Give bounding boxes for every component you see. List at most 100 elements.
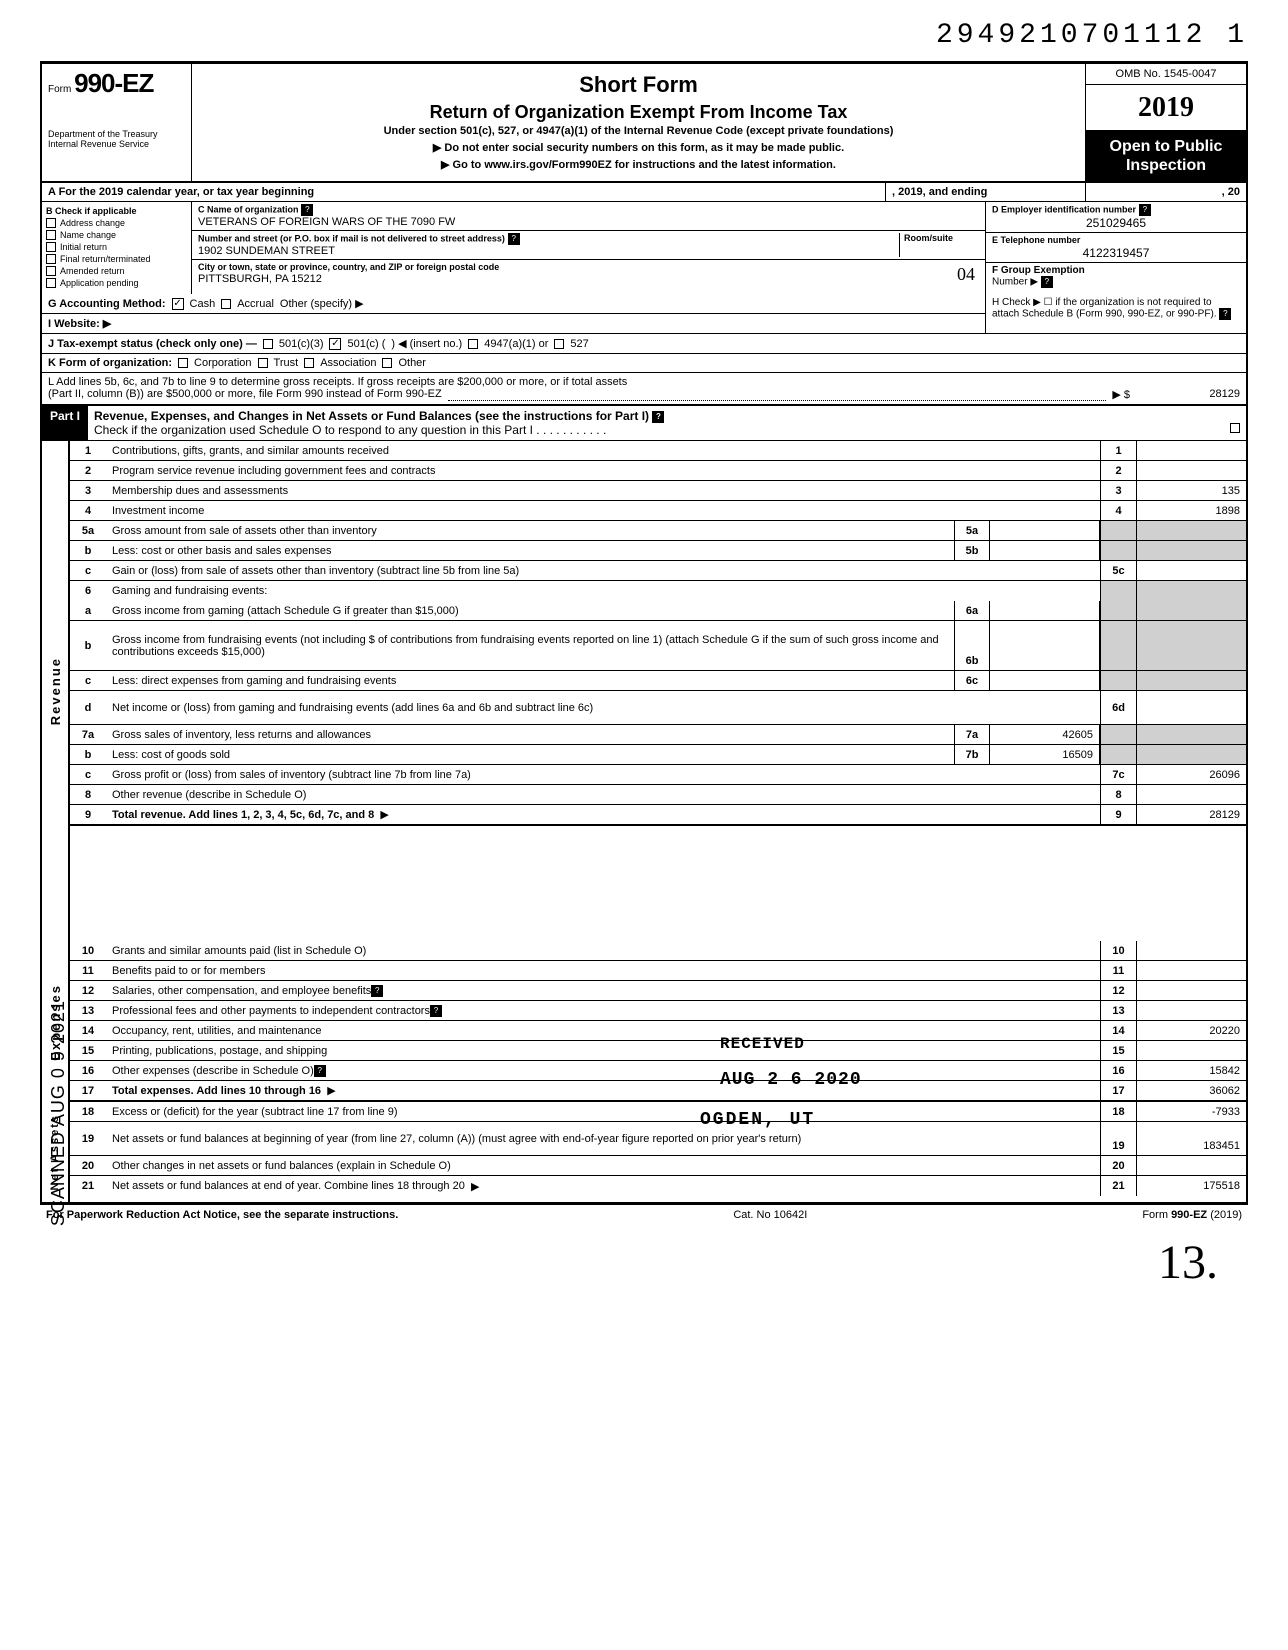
line-5c-text: Gain or (loss) from sale of assets other… bbox=[112, 565, 519, 577]
help-icon[interactable]: ? bbox=[314, 1065, 326, 1077]
tracking-number: 2949210701112 1 bbox=[40, 20, 1248, 51]
scanned-stamp: SCANNED AUG 0 9 2021 bbox=[48, 1000, 69, 1226]
subtitle: Under section 501(c), 527, or 4947(a)(1)… bbox=[198, 125, 1079, 137]
line-1-text: Contributions, gifts, grants, and simila… bbox=[112, 445, 389, 457]
cb-schedule-o[interactable] bbox=[1230, 423, 1240, 433]
line-7c-value: 26096 bbox=[1136, 765, 1246, 784]
cb-trust[interactable] bbox=[258, 358, 268, 368]
row-a-calendar-year: A For the 2019 calendar year, or tax yea… bbox=[40, 183, 1248, 202]
line-5c-value bbox=[1136, 561, 1246, 580]
org-city: PITTSBURGH, PA 15212 bbox=[198, 273, 322, 285]
line-9-text: Total revenue. Add lines 1, 2, 3, 4, 5c,… bbox=[112, 809, 374, 821]
line-8-text: Other revenue (describe in Schedule O) bbox=[112, 789, 306, 801]
line-14-text: Occupancy, rent, utilities, and maintena… bbox=[112, 1025, 322, 1037]
line-17-text: Total expenses. Add lines 10 through 16 bbox=[112, 1085, 321, 1097]
note-url: ▶ Go to www.irs.gov/Form990EZ for instru… bbox=[198, 158, 1079, 171]
line-21-value: 175518 bbox=[1136, 1176, 1246, 1196]
line-7b-text: Less: cost of goods sold bbox=[112, 749, 230, 761]
line-6-text: Gaming and fundraising events: bbox=[112, 585, 267, 597]
cb-initial-return[interactable] bbox=[46, 242, 56, 252]
line-2-text: Program service revenue including govern… bbox=[112, 465, 435, 477]
cb-corporation[interactable] bbox=[178, 358, 188, 368]
cb-name-change[interactable] bbox=[46, 230, 56, 240]
line-14-value: 20220 bbox=[1136, 1021, 1246, 1040]
line-6b-text: Gross income from fundraising events (no… bbox=[112, 634, 948, 658]
cb-final-return[interactable] bbox=[46, 254, 56, 264]
help-icon[interactable]: ? bbox=[430, 1005, 442, 1017]
row-l-line1: L Add lines 5b, 6c, and 7b to line 9 to … bbox=[48, 376, 1240, 388]
room-handwritten: 04 bbox=[957, 264, 975, 285]
line-11-text: Benefits paid to or for members bbox=[112, 965, 265, 977]
line-6d-value bbox=[1136, 691, 1246, 724]
cb-other[interactable] bbox=[382, 358, 392, 368]
line-1-value bbox=[1136, 441, 1246, 460]
part1-title: Revenue, Expenses, and Changes in Net As… bbox=[94, 409, 649, 423]
c-label: C Name of organization bbox=[198, 205, 299, 215]
row-a-end: , 20 bbox=[1222, 186, 1240, 198]
row-a-label: A For the 2019 calendar year, or tax yea… bbox=[48, 186, 314, 198]
line-15-text: Printing, publications, postage, and shi… bbox=[112, 1045, 327, 1057]
e-label: E Telephone number bbox=[992, 235, 1080, 245]
cb-address-change[interactable] bbox=[46, 218, 56, 228]
ein: 251029465 bbox=[992, 216, 1240, 230]
cb-4947[interactable] bbox=[468, 339, 478, 349]
line-5a-text: Gross amount from sale of assets other t… bbox=[112, 525, 377, 537]
row-l-line2: (Part II, column (B)) are $500,000 or mo… bbox=[48, 388, 442, 401]
title-short-form: Short Form bbox=[198, 72, 1079, 98]
cb-cash[interactable]: ✓ bbox=[172, 298, 184, 310]
tax-year: 2019 bbox=[1086, 85, 1246, 131]
line-6a-text: Gross income from gaming (attach Schedul… bbox=[112, 605, 459, 617]
help-icon[interactable]: ? bbox=[1041, 276, 1053, 288]
line-18-value: -7933 bbox=[1136, 1102, 1246, 1121]
dept-irs: Internal Revenue Service bbox=[48, 139, 185, 149]
line-21-text: Net assets or fund balances at end of ye… bbox=[112, 1180, 465, 1192]
telephone: 4122319457 bbox=[992, 246, 1240, 260]
footer-form: 990-EZ bbox=[1171, 1209, 1207, 1221]
f-label2: Number ▶ bbox=[992, 277, 1038, 288]
form-prefix: Form bbox=[48, 84, 71, 95]
cb-amended-return[interactable] bbox=[46, 266, 56, 276]
footer-cat: Cat. No 10642I bbox=[733, 1209, 807, 1221]
inspection: Inspection bbox=[1090, 156, 1242, 175]
line-5b-text: Less: cost or other basis and sales expe… bbox=[112, 545, 332, 557]
cb-application-pending[interactable] bbox=[46, 278, 56, 288]
note-ssn: ▶ Do not enter social security numbers o… bbox=[198, 141, 1079, 154]
city-label: City or town, state or province, country… bbox=[198, 262, 499, 272]
d-label: D Employer identification number bbox=[992, 205, 1136, 215]
line-4-value: 1898 bbox=[1136, 501, 1246, 520]
line-7a-text: Gross sales of inventory, less returns a… bbox=[112, 729, 371, 741]
line-4-text: Investment income bbox=[112, 505, 204, 517]
help-icon[interactable]: ? bbox=[371, 985, 383, 997]
form-header: Form 990-EZ Department of the Treasury I… bbox=[40, 61, 1248, 183]
cb-501c[interactable]: ✓ bbox=[329, 338, 341, 350]
footer: For Paperwork Reduction Act Notice, see … bbox=[40, 1204, 1248, 1225]
row-l-value: 28129 bbox=[1130, 388, 1240, 401]
line-7b-value: 16509 bbox=[990, 745, 1100, 764]
row-a-mid: , 2019, and ending bbox=[892, 186, 987, 198]
line-12-text: Salaries, other compensation, and employ… bbox=[112, 985, 371, 997]
line-18-text: Excess or (deficit) for the year (subtra… bbox=[112, 1106, 398, 1118]
help-icon[interactable]: ? bbox=[508, 233, 520, 245]
org-name: VETERANS OF FOREIGN WARS OF THE 7090 FW bbox=[198, 216, 455, 228]
line-16-text: Other expenses (describe in Schedule O) bbox=[112, 1065, 314, 1077]
line-16-value: 15842 bbox=[1136, 1061, 1246, 1080]
omb-number: OMB No. 1545-0047 bbox=[1086, 64, 1246, 85]
part1-label: Part I bbox=[42, 406, 88, 440]
col-b-header: B Check if applicable bbox=[46, 206, 187, 216]
row-l-arrow: ▶ $ bbox=[1112, 388, 1130, 401]
line-6d-text: Net income or (loss) from gaming and fun… bbox=[112, 702, 593, 714]
dept-treasury: Department of the Treasury bbox=[48, 129, 185, 139]
cb-association[interactable] bbox=[304, 358, 314, 368]
help-icon[interactable]: ? bbox=[652, 411, 664, 423]
cb-501c3[interactable] bbox=[263, 339, 273, 349]
help-icon[interactable]: ? bbox=[1139, 204, 1151, 216]
line-9-value: 28129 bbox=[1136, 805, 1246, 824]
cb-accrual[interactable] bbox=[221, 299, 231, 309]
line-2-value bbox=[1136, 461, 1246, 480]
help-icon[interactable]: ? bbox=[301, 204, 313, 216]
open-public: Open to Public bbox=[1090, 137, 1242, 156]
org-info-block: B Check if applicable Address change Nam… bbox=[40, 202, 1248, 294]
cb-527[interactable] bbox=[554, 339, 564, 349]
row-i-website: I Website: ▶ bbox=[48, 317, 111, 330]
help-icon[interactable]: ? bbox=[1219, 308, 1231, 320]
